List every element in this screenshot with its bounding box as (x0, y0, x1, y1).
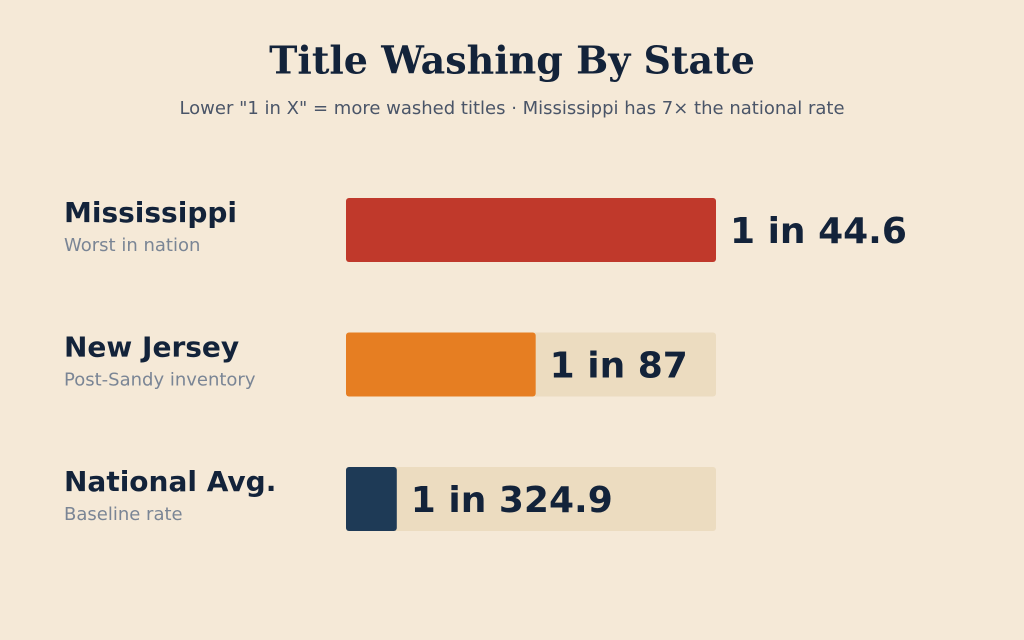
value-label: 1 in 44.6 (730, 211, 907, 252)
bar (346, 467, 397, 531)
category-label: New Jersey (64, 331, 239, 364)
value-label: 1 in 324.9 (411, 480, 613, 521)
category-note: Baseline rate (64, 504, 183, 525)
category-label: National Avg. (64, 465, 276, 498)
category-label: Mississippi (64, 196, 237, 229)
chart-subtitle: Lower "1 in X" = more washed titles · Mi… (179, 98, 844, 119)
bar-track (346, 467, 716, 531)
bar (346, 332, 536, 397)
chart-title: Title Washing By State (269, 38, 755, 83)
value-label: 1 in 87 (550, 346, 688, 387)
category-note: Post-Sandy inventory (64, 370, 256, 391)
category-note: Worst in nation (64, 235, 200, 256)
bar (346, 198, 716, 262)
